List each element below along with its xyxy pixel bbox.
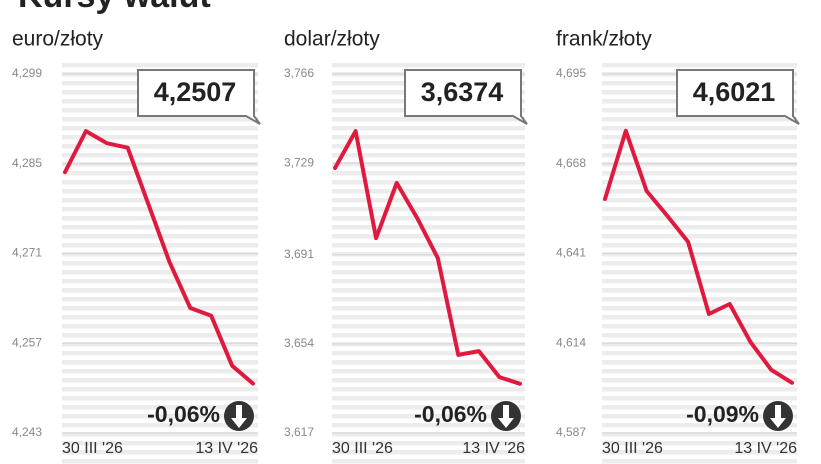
title: Kursy walut: [18, 0, 211, 15]
subtitle: dolar/złoty: [284, 28, 380, 51]
y-tick-label: 4,668: [556, 156, 586, 170]
y-tick-label: 4,587: [556, 425, 586, 439]
change-label: -0,06%: [414, 401, 487, 427]
y-tick-label: 4,641: [556, 246, 586, 260]
x-tick-label: 13 IV '26: [462, 440, 525, 457]
y-tick-label: 3,617: [284, 425, 314, 439]
plot-background: [602, 60, 797, 464]
y-tick-label: 3,691: [284, 247, 314, 261]
y-tick-label: 3,654: [284, 336, 314, 350]
down-arrow: [498, 405, 514, 428]
y-tick-label: 3,729: [284, 155, 314, 169]
y-tick-label: 3,766: [284, 66, 314, 80]
down-arrow: [770, 405, 786, 428]
down-arrow: [231, 405, 247, 428]
y-tick-label: 4,614: [556, 335, 586, 349]
current-value: 4,2507: [154, 77, 237, 107]
value-box: [137, 69, 261, 125]
value-box: [676, 69, 800, 125]
current-value: 3,6374: [421, 77, 504, 107]
x-tick-label: 13 IV '26: [734, 440, 797, 457]
plot-background: [62, 60, 258, 464]
y-tick-label: 4,271: [12, 246, 42, 260]
change-label: -0,06%: [147, 401, 220, 427]
line: [603, 128, 794, 385]
y-tick-label: 4,695: [556, 66, 586, 80]
y-tick-label: 4,243: [12, 425, 42, 439]
line: [333, 129, 522, 386]
subtitle: euro/złoty: [12, 28, 104, 51]
x-tick-label: 13 IV '26: [195, 440, 258, 457]
y-tick-label: 4,299: [12, 66, 42, 80]
value-box: [404, 69, 528, 125]
y-tick-label: 4,257: [12, 335, 42, 349]
change-label: -0,09%: [686, 401, 759, 427]
x-tick-label: 30 III '26: [602, 440, 663, 457]
x-tick-label: 30 III '26: [332, 440, 393, 457]
plot-background: [332, 60, 525, 464]
y-tick-label: 4,285: [12, 156, 42, 170]
x-tick-label: 30 III '26: [62, 440, 123, 457]
line: [63, 129, 255, 386]
subtitle: frank/złoty: [556, 28, 652, 51]
current-value: 4,6021: [693, 77, 776, 107]
